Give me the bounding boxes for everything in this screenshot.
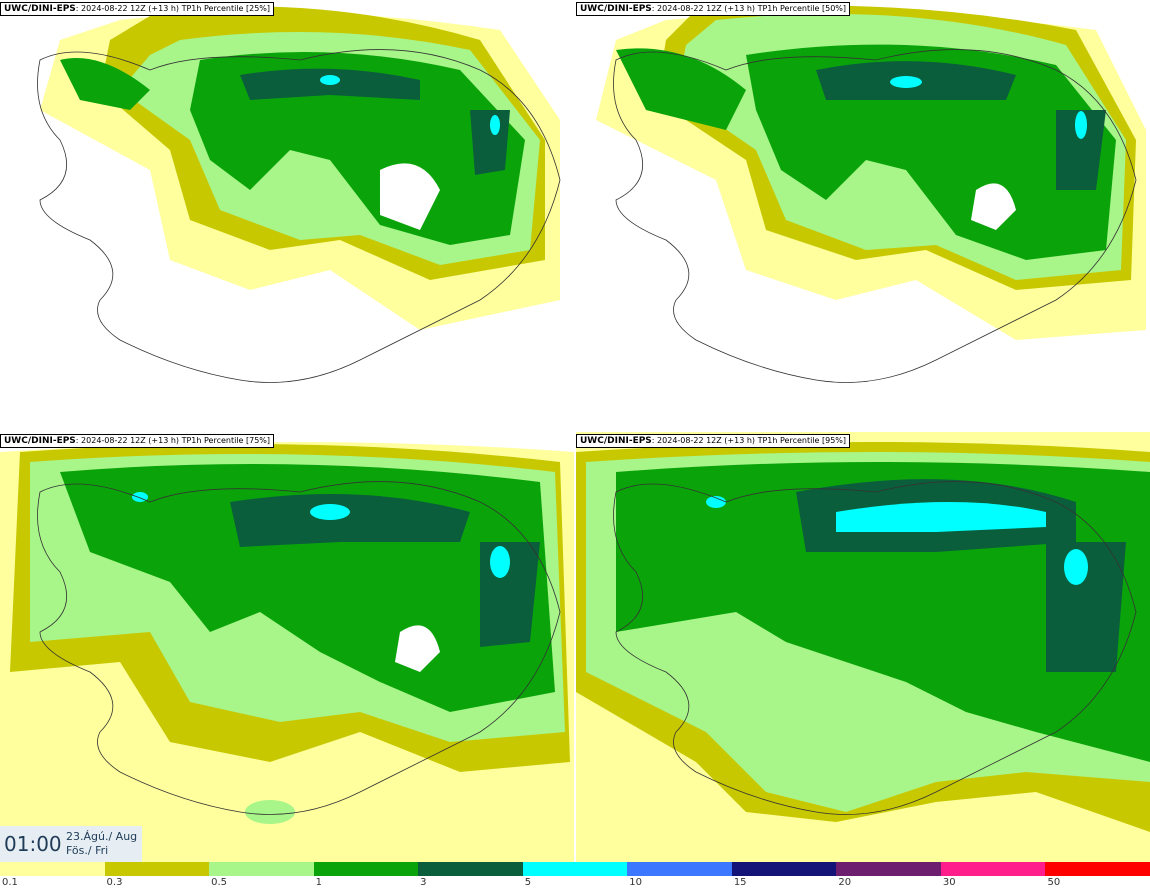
- colorbar-swatch: [313, 862, 419, 876]
- coastline: [613, 49, 1137, 383]
- colorbar-swatch: [522, 862, 628, 876]
- precip-field: [0, 442, 574, 862]
- colorbar-tick: 50: [1047, 877, 1061, 888]
- coastline: [37, 49, 561, 383]
- panel-title: UWC/DINI-EPS: 2024-08-22 12Z (+13 h) TP1…: [0, 434, 275, 448]
- colorbar: [0, 862, 1150, 876]
- colorbar-tick: 5: [524, 877, 532, 888]
- colorbar-swatch: [836, 862, 941, 876]
- precip-field: [576, 432, 1150, 862]
- colorbar-tick-labels: 0.1 0.3 0.5 1 3 5 10 15 20 30 50: [0, 876, 1150, 890]
- valid-time: 01:00: [4, 832, 62, 856]
- precip-map: [0, 442, 574, 862]
- colorbar-swatch: [0, 862, 105, 876]
- map-panel-p25: UWC/DINI-EPS: 2024-08-22 12Z (+13 h) TP1…: [0, 0, 574, 430]
- map-panel-p75: UWC/DINI-EPS: 2024-08-22 12Z (+13 h) TP1…: [0, 432, 574, 862]
- colorbar-tick: 0.3: [106, 877, 123, 888]
- panel-title: UWC/DINI-EPS: 2024-08-22 12Z (+13 h) TP1…: [576, 434, 851, 448]
- panel-title: UWC/DINI-EPS: 2024-08-22 12Z (+13 h) TP1…: [576, 2, 851, 16]
- colorbar-swatch: [104, 862, 210, 876]
- colorbar-swatch: [627, 862, 732, 876]
- colorbar-swatch: [418, 862, 523, 876]
- colorbar-tick: 1: [315, 877, 322, 888]
- colorbar-tick: 3: [420, 877, 427, 888]
- coastline: [613, 481, 1137, 815]
- valid-date: 23.Ágú./ Aug Fös./ Fri: [66, 830, 138, 857]
- valid-time-box: 01:00 23.Ágú./ Aug Fös./ Fri: [0, 826, 142, 862]
- colorbar-tick: 30: [942, 877, 956, 888]
- precip-field: [596, 5, 1146, 340]
- colorbar-tick: 0.1: [2, 877, 18, 888]
- precip-map: [596, 5, 1146, 383]
- colorbar-tick: 15: [733, 877, 747, 888]
- precip-map: [37, 6, 561, 383]
- colorbar-tick: 10: [629, 877, 642, 888]
- panel-title: UWC/DINI-EPS: 2024-08-22 12Z (+13 h) TP1…: [0, 2, 275, 16]
- colorbar-tick: 20: [838, 877, 852, 888]
- colorbar-swatch: [731, 862, 837, 876]
- colorbar-swatch: [1045, 862, 1150, 876]
- colorbar-tick: 0.5: [211, 877, 227, 888]
- precip-map: [576, 432, 1150, 862]
- colorbar-swatch: [940, 862, 1046, 876]
- map-panel-p50: UWC/DINI-EPS: 2024-08-22 12Z (+13 h) TP1…: [576, 0, 1150, 430]
- map-panel-p95: UWC/DINI-EPS: 2024-08-22 12Z (+13 h) TP1…: [576, 432, 1150, 862]
- coastline: [37, 481, 561, 815]
- precip-field: [40, 6, 560, 330]
- colorbar-swatch: [209, 862, 314, 876]
